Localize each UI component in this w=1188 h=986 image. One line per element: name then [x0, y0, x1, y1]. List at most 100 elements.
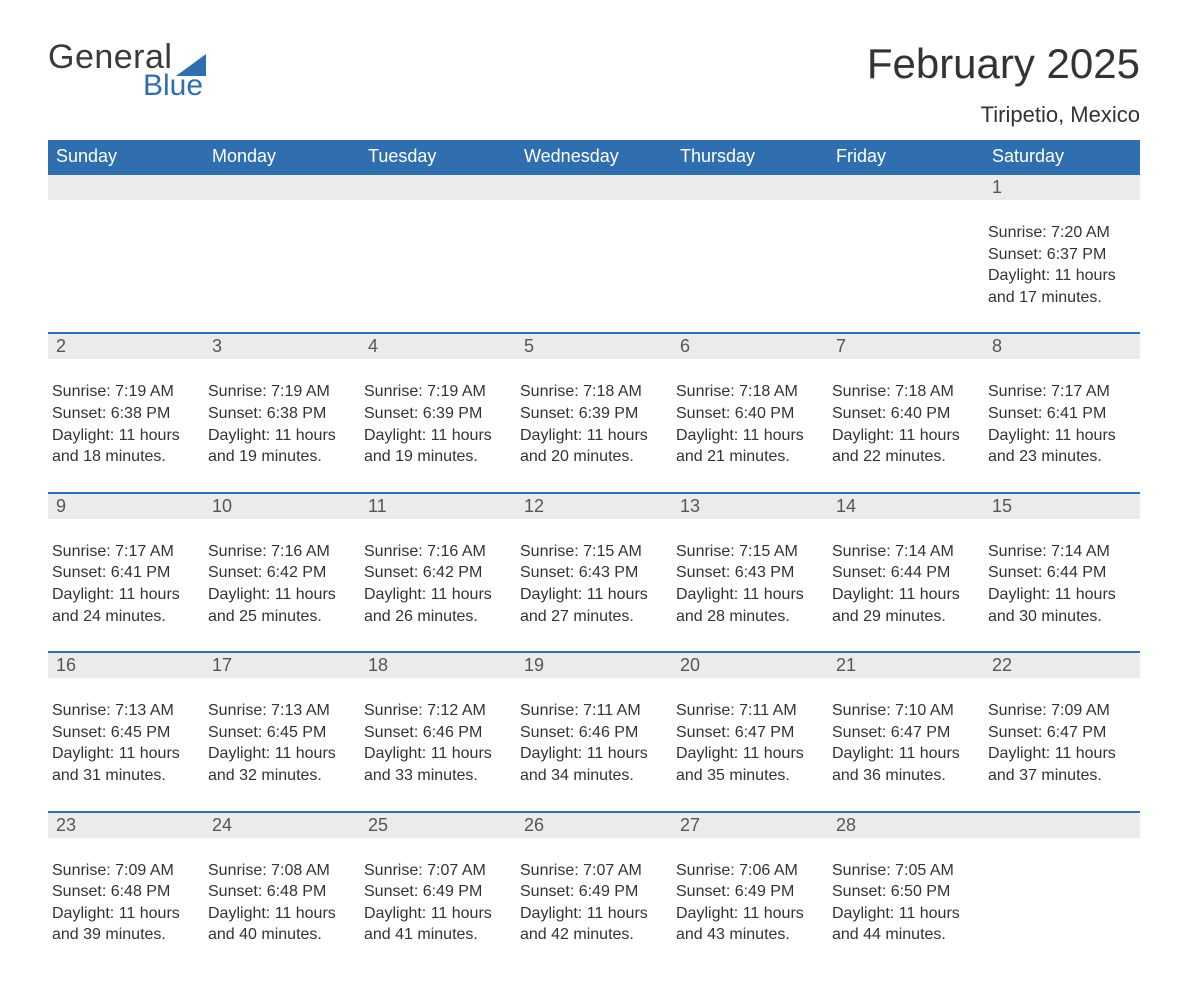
day-number [204, 175, 360, 200]
day-cell: Sunrise: 7:15 AMSunset: 6:43 PMDaylight:… [516, 537, 672, 627]
day-body: Sunrise: 7:18 AMSunset: 6:39 PMDaylight:… [516, 377, 666, 467]
day-number: 26 [516, 813, 672, 838]
day-cell: Sunrise: 7:07 AMSunset: 6:49 PMDaylight:… [516, 856, 672, 946]
day-cell: Sunrise: 7:15 AMSunset: 6:43 PMDaylight:… [672, 537, 828, 627]
day-number: 18 [360, 653, 516, 678]
day-detail-line: Sunset: 6:44 PM [988, 562, 1132, 584]
day-detail-line: Sunrise: 7:19 AM [208, 381, 352, 403]
day-body: Sunrise: 7:07 AMSunset: 6:49 PMDaylight:… [516, 856, 666, 946]
day-number: 1 [984, 175, 1140, 200]
day-number: 10 [204, 494, 360, 519]
location-label: Tiripetio, Mexico [867, 102, 1140, 128]
day-number: 4 [360, 334, 516, 359]
day-detail-line: Sunrise: 7:09 AM [52, 860, 196, 882]
day-cell: Sunrise: 7:06 AMSunset: 6:49 PMDaylight:… [672, 856, 828, 946]
day-detail-line: Sunset: 6:42 PM [208, 562, 352, 584]
day-number: 28 [828, 813, 984, 838]
day-detail-line: Sunrise: 7:13 AM [52, 700, 196, 722]
day-cell: Sunrise: 7:07 AMSunset: 6:49 PMDaylight:… [360, 856, 516, 946]
day-detail-line: Sunrise: 7:15 AM [676, 541, 820, 563]
day-detail-line: Daylight: 11 hours and 20 minutes. [520, 425, 664, 468]
day-number: 17 [204, 653, 360, 678]
day-number [360, 175, 516, 200]
week-row: Sunrise: 7:19 AMSunset: 6:38 PMDaylight:… [48, 377, 1140, 467]
day-detail-line: Sunrise: 7:13 AM [208, 700, 352, 722]
week-row: Sunrise: 7:17 AMSunset: 6:41 PMDaylight:… [48, 537, 1140, 627]
day-detail-line: Sunset: 6:43 PM [520, 562, 664, 584]
day-detail-line: Sunrise: 7:17 AM [52, 541, 196, 563]
day-detail-line: Sunrise: 7:12 AM [364, 700, 508, 722]
day-body: Sunrise: 7:16 AMSunset: 6:42 PMDaylight:… [204, 537, 354, 627]
day-body: Sunrise: 7:20 AMSunset: 6:37 PMDaylight:… [984, 218, 1134, 308]
day-number: 19 [516, 653, 672, 678]
day-cell [204, 218, 360, 308]
day-body [204, 218, 354, 308]
day-detail-line: Sunrise: 7:20 AM [988, 222, 1132, 244]
day-of-week-row: SundayMondayTuesdayWednesdayThursdayFrid… [48, 140, 1140, 173]
day-detail-line: Daylight: 11 hours and 35 minutes. [676, 743, 820, 786]
day-cell: Sunrise: 7:08 AMSunset: 6:48 PMDaylight:… [204, 856, 360, 946]
day-detail-line: Sunset: 6:40 PM [676, 403, 820, 425]
day-number: 8 [984, 334, 1140, 359]
day-cell: Sunrise: 7:05 AMSunset: 6:50 PMDaylight:… [828, 856, 984, 946]
day-body: Sunrise: 7:19 AMSunset: 6:39 PMDaylight:… [360, 377, 510, 467]
day-detail-line: Daylight: 11 hours and 39 minutes. [52, 903, 196, 946]
day-of-week-cell: Friday [828, 140, 984, 173]
day-detail-line: Daylight: 11 hours and 41 minutes. [364, 903, 508, 946]
day-cell: Sunrise: 7:18 AMSunset: 6:40 PMDaylight:… [828, 377, 984, 467]
logo-word-blue: Blue [143, 70, 206, 102]
day-body [360, 218, 510, 308]
day-number-band: 16171819202122 [48, 651, 1140, 678]
week-row: Sunrise: 7:09 AMSunset: 6:48 PMDaylight:… [48, 856, 1140, 946]
day-cell: Sunrise: 7:14 AMSunset: 6:44 PMDaylight:… [984, 537, 1140, 627]
day-body: Sunrise: 7:19 AMSunset: 6:38 PMDaylight:… [204, 377, 354, 467]
day-of-week-cell: Thursday [672, 140, 828, 173]
day-cell: Sunrise: 7:18 AMSunset: 6:39 PMDaylight:… [516, 377, 672, 467]
day-body [984, 856, 1134, 946]
day-detail-line: Daylight: 11 hours and 32 minutes. [208, 743, 352, 786]
day-body: Sunrise: 7:09 AMSunset: 6:48 PMDaylight:… [48, 856, 198, 946]
day-body: Sunrise: 7:13 AMSunset: 6:45 PMDaylight:… [204, 696, 354, 786]
day-number [672, 175, 828, 200]
day-number: 11 [360, 494, 516, 519]
day-number: 24 [204, 813, 360, 838]
day-number: 9 [48, 494, 204, 519]
day-cell: Sunrise: 7:19 AMSunset: 6:39 PMDaylight:… [360, 377, 516, 467]
day-detail-line: Sunset: 6:37 PM [988, 244, 1132, 266]
day-cell: Sunrise: 7:17 AMSunset: 6:41 PMDaylight:… [48, 537, 204, 627]
day-detail-line: Sunset: 6:49 PM [676, 881, 820, 903]
day-body: Sunrise: 7:17 AMSunset: 6:41 PMDaylight:… [984, 377, 1134, 467]
day-body: Sunrise: 7:19 AMSunset: 6:38 PMDaylight:… [48, 377, 198, 467]
day-detail-line: Sunrise: 7:16 AM [208, 541, 352, 563]
day-detail-line: Daylight: 11 hours and 37 minutes. [988, 743, 1132, 786]
day-cell [360, 218, 516, 308]
day-number-band: 9101112131415 [48, 492, 1140, 519]
day-number [48, 175, 204, 200]
day-detail-line: Sunset: 6:41 PM [988, 403, 1132, 425]
day-number: 23 [48, 813, 204, 838]
day-body [516, 218, 666, 308]
day-body: Sunrise: 7:18 AMSunset: 6:40 PMDaylight:… [672, 377, 822, 467]
day-detail-line: Sunrise: 7:14 AM [988, 541, 1132, 563]
day-cell [516, 218, 672, 308]
day-detail-line: Sunrise: 7:07 AM [520, 860, 664, 882]
day-of-week-cell: Sunday [48, 140, 204, 173]
day-body [48, 218, 198, 308]
day-number: 6 [672, 334, 828, 359]
day-detail-line: Sunrise: 7:11 AM [520, 700, 664, 722]
day-detail-line: Sunset: 6:48 PM [52, 881, 196, 903]
month-title: February 2025 [867, 40, 1140, 88]
day-number: 3 [204, 334, 360, 359]
day-detail-line: Sunrise: 7:15 AM [520, 541, 664, 563]
day-cell: Sunrise: 7:16 AMSunset: 6:42 PMDaylight:… [204, 537, 360, 627]
day-of-week-cell: Monday [204, 140, 360, 173]
day-body: Sunrise: 7:15 AMSunset: 6:43 PMDaylight:… [516, 537, 666, 627]
day-cell [984, 856, 1140, 946]
day-of-week-cell: Wednesday [516, 140, 672, 173]
day-detail-line: Sunrise: 7:18 AM [520, 381, 664, 403]
day-number [516, 175, 672, 200]
day-detail-line: Daylight: 11 hours and 34 minutes. [520, 743, 664, 786]
day-body: Sunrise: 7:10 AMSunset: 6:47 PMDaylight:… [828, 696, 978, 786]
day-detail-line: Sunset: 6:44 PM [832, 562, 976, 584]
day-body: Sunrise: 7:16 AMSunset: 6:42 PMDaylight:… [360, 537, 510, 627]
